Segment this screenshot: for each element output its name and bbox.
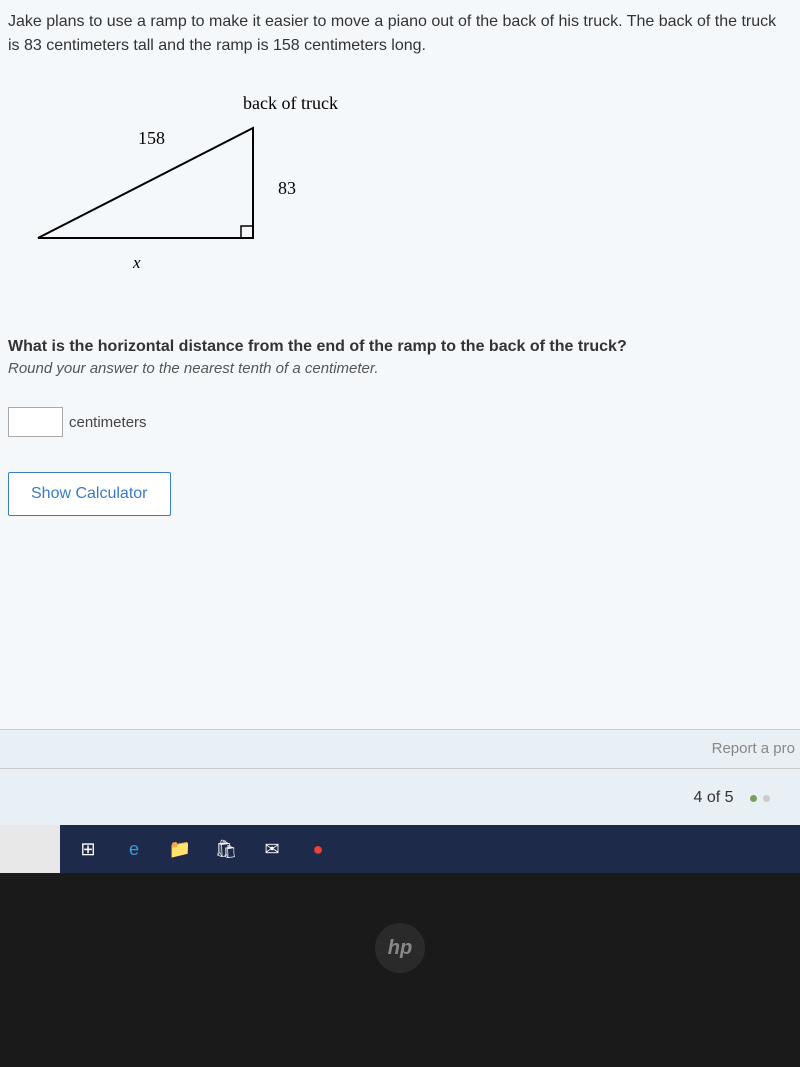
triangle-diagram: back of truck 158 83 x [28, 98, 792, 298]
question-instruction: Round your answer to the nearest tenth o… [8, 360, 792, 377]
triangle-svg [28, 118, 268, 258]
question-prompt: What is the horizontal distance from the… [8, 338, 792, 356]
chrome-icon[interactable]: ● [302, 833, 334, 865]
store-icon[interactable]: 🛍 [210, 833, 242, 865]
mail-icon[interactable]: ✉ [256, 833, 288, 865]
start-button-area[interactable] [0, 825, 60, 873]
laptop-bezel: hp [0, 873, 800, 1067]
show-calculator-button[interactable]: Show Calculator [8, 472, 171, 516]
report-row: Report a pro [0, 730, 800, 769]
report-problem-link[interactable]: Report a pro [712, 740, 795, 757]
pagination-row: 4 of 5 [0, 769, 800, 827]
file-explorer-icon[interactable]: 📁 [164, 833, 196, 865]
answer-row: centimeters [8, 407, 792, 437]
unit-label: centimeters [69, 414, 147, 431]
triangle-shape [38, 128, 253, 238]
taskbar-icons-container: ⊞ e 📁 🛍 ✉ ● [72, 833, 334, 865]
problem-statement: Jake plans to use a ramp to make it easi… [8, 10, 792, 58]
page-indicator: 4 of 5 [694, 789, 734, 806]
hp-logo: hp [375, 923, 425, 973]
windows-taskbar[interactable]: ⊞ e 📁 🛍 ✉ ● [0, 825, 800, 873]
pagination-dot[interactable] [763, 795, 770, 802]
diagram-top-label: back of truck [243, 93, 338, 114]
right-angle-marker [241, 226, 253, 238]
task-view-icon[interactable]: ⊞ [72, 833, 104, 865]
pagination-dot[interactable] [750, 795, 757, 802]
edge-icon[interactable]: e [118, 833, 150, 865]
answer-input[interactable] [8, 407, 63, 437]
diagram-bottom-label: x [133, 253, 141, 273]
diagram-right-label: 83 [278, 178, 296, 199]
pagination-dots [750, 795, 770, 802]
screen-area: Jake plans to use a ramp to make it easi… [0, 0, 800, 825]
problem-content: Jake plans to use a ramp to make it easi… [0, 0, 800, 730]
